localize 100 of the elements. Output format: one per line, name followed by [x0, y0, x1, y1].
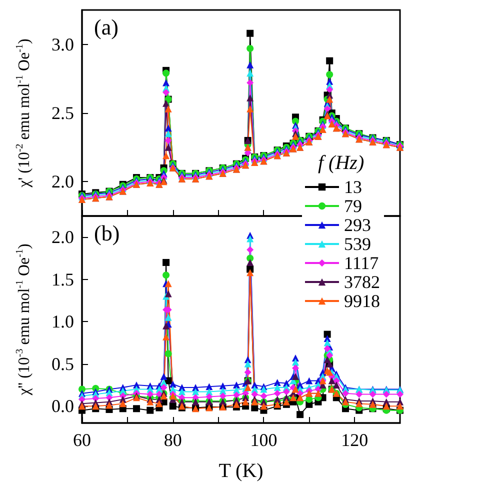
point: [251, 390, 258, 398]
point: [106, 394, 113, 402]
annotation: (b): [94, 220, 120, 246]
point: [246, 254, 254, 262]
point: [332, 381, 340, 388]
point: [162, 333, 170, 340]
point: [274, 378, 281, 386]
x-tick-label: 60: [73, 430, 91, 450]
legend-label: 1117: [344, 253, 379, 273]
point: [162, 152, 170, 160]
point: [292, 364, 300, 372]
y-axis-title: χ'' (10-3 emu mol-1 Oe-1): [14, 244, 33, 396]
point: [328, 377, 336, 384]
point: [356, 390, 363, 398]
point: [244, 368, 252, 376]
point: [292, 132, 300, 140]
point: [162, 70, 170, 77]
point: [146, 390, 154, 398]
point: [78, 402, 86, 410]
point: [326, 86, 334, 94]
x-tick-label: 100: [250, 430, 278, 450]
point: [246, 235, 254, 242]
legend-title: f (Hz): [318, 152, 364, 174]
legend-label: 79: [344, 196, 362, 216]
point: [324, 105, 331, 112]
point: [232, 392, 240, 399]
point: [78, 386, 86, 393]
y-tick-label: 2.5: [52, 103, 74, 123]
point: [232, 400, 240, 408]
y-tick-label: 1.5: [52, 269, 74, 290]
point: [246, 79, 254, 86]
point: [162, 272, 170, 279]
point: [246, 269, 254, 276]
y-tick-label: 2.0: [52, 227, 74, 248]
point: [164, 124, 172, 132]
point: [162, 100, 170, 107]
legend-label: 3782: [344, 272, 380, 292]
point: [382, 390, 390, 398]
point: [246, 258, 254, 266]
point: [326, 57, 334, 64]
point: [119, 400, 126, 408]
legend-label: 9918: [344, 291, 380, 311]
point: [246, 105, 254, 112]
y-tick-label: 2.0: [52, 172, 74, 192]
y-tick-label: 3.0: [52, 34, 74, 54]
y-axis-title: χ' (10-2 emu mol-1 Oe-1): [14, 38, 33, 188]
point: [246, 30, 254, 37]
point: [282, 398, 290, 406]
point: [244, 360, 252, 368]
point: [296, 411, 304, 418]
point: [342, 390, 349, 397]
point: [162, 79, 170, 86]
point: [156, 386, 163, 393]
point: [219, 392, 226, 400]
point: [369, 400, 376, 408]
point: [164, 130, 172, 138]
point: [324, 330, 331, 338]
point: [133, 405, 140, 412]
point: [260, 392, 268, 400]
x-tick-label: 120: [341, 430, 368, 450]
legend-label: 13: [344, 177, 362, 197]
point: [160, 392, 168, 400]
point: [246, 44, 254, 52]
point: [292, 373, 300, 380]
point: [326, 96, 334, 103]
point: [162, 88, 170, 96]
point: [292, 386, 300, 393]
point: [246, 70, 254, 77]
point: [164, 144, 172, 151]
annotation: (a): [94, 14, 118, 40]
point: [242, 398, 250, 406]
point: [342, 398, 349, 406]
y-tick-label: 0.0: [52, 396, 74, 416]
point: [246, 61, 254, 68]
point: [156, 400, 163, 408]
point: [282, 388, 290, 396]
y-tick-label: 0.5: [52, 354, 74, 374]
point: [396, 390, 404, 398]
x-axis-title: T (K): [218, 460, 264, 482]
point: [106, 402, 113, 409]
point: [232, 381, 240, 388]
point: [326, 352, 334, 359]
point: [160, 384, 168, 392]
point: [274, 384, 281, 392]
point: [192, 388, 200, 396]
point: [260, 402, 268, 410]
point: [356, 400, 363, 408]
point: [246, 246, 254, 254]
point: [274, 390, 281, 397]
point: [162, 258, 170, 266]
point: [164, 105, 172, 112]
point: [92, 402, 100, 410]
point: [169, 402, 176, 410]
point: [246, 94, 254, 102]
point: [146, 398, 154, 406]
point: [160, 373, 168, 380]
point: [324, 345, 331, 352]
point: [178, 388, 186, 396]
point: [396, 402, 404, 410]
legend-label: 539: [344, 234, 371, 254]
